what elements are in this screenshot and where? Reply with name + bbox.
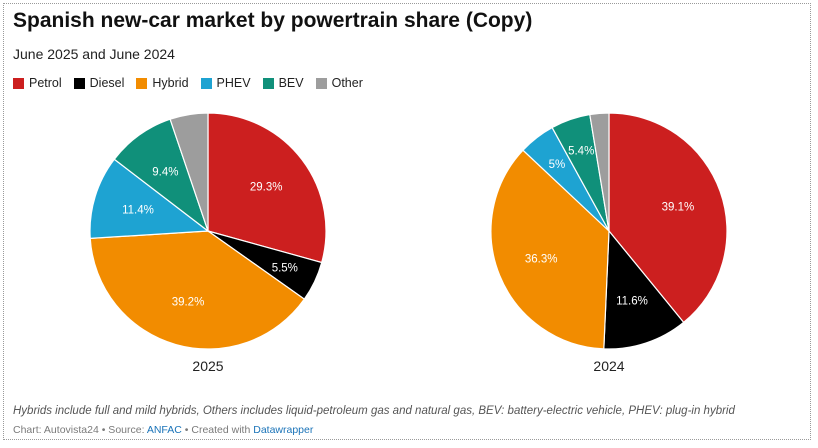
legend-swatch-other [315, 77, 327, 89]
chart-subtitle: June 2025 and June 2024 [13, 46, 175, 62]
credit-middle: • Created with [181, 424, 254, 436]
slice-label-2024-diesel: 11.6% [616, 295, 648, 307]
legend-label-diesel: Diesel [89, 76, 125, 90]
legend-label-petrol: Petrol [29, 76, 62, 90]
slice-label-2025-petrol: 29.3% [250, 182, 283, 194]
pie-title-2024: 2024 [593, 358, 624, 374]
legend-swatch-diesel [73, 77, 85, 89]
chart-title: Spanish new-car market by powertrain sha… [13, 9, 533, 32]
footnote: Hybrids include full and mild hybrids, O… [13, 405, 735, 417]
slice-2025-phev [89, 158, 210, 240]
slice-2025-other [169, 112, 209, 232]
slice-2024-diesel [603, 229, 685, 350]
legend-swatch-phev [200, 77, 212, 89]
slice-2025-petrol [207, 112, 327, 264]
pie-title-2025: 2025 [192, 358, 223, 374]
pie-2025: 29.3% 5.5% 39.2% 11.4% 9.4% [89, 112, 327, 350]
slice-2024-other [589, 112, 610, 232]
slice-label-2024-hybrid: 36.3% [525, 254, 558, 266]
legend-item-petrol: Petrol [13, 76, 62, 90]
legend-label-hybrid: Hybrid [152, 76, 189, 90]
credit-line: Chart: Autovista24 • Source: ANFAC • Cre… [13, 424, 313, 436]
legend-item-bev: BEV [262, 76, 304, 90]
chart-frame [3, 3, 811, 440]
slice-label-2025-hybrid: 39.2% [172, 296, 205, 308]
source-link[interactable]: ANFAC [146, 424, 182, 436]
slice-2024-hybrid [490, 149, 610, 350]
slice-label-2024-petrol: 39.1% [662, 201, 695, 213]
slice-label-2025-diesel: 5.5% [272, 262, 298, 274]
legend-item-diesel: Diesel [73, 76, 125, 90]
pie-charts: 29.3% 5.5% 39.2% 11.4% 9.4% 39.1% 11.6% 36.3% 5… [89, 112, 728, 374]
datawrapper-link[interactable]: Datawrapper [253, 424, 314, 436]
slice-label-2025-bev: 9.4% [152, 167, 178, 179]
legend-label-other: Other [331, 76, 363, 90]
legend-item-phev: PHEV [200, 76, 251, 90]
slice-2024-petrol [608, 112, 728, 324]
slice-label-2025-phev: 11.4% [122, 205, 154, 217]
legend: Petrol Diesel Hybrid PHEV BEV Other [13, 76, 375, 90]
legend-label-bev: BEV [278, 76, 304, 90]
slice-2025-hybrid [89, 230, 306, 350]
legend-swatch-petrol [13, 77, 24, 89]
slice-label-2024-phev: 5% [549, 159, 566, 171]
legend-swatch-bev [262, 77, 274, 89]
legend-swatch-hybrid [136, 77, 148, 89]
credit-prefix: Chart: Autovista24 • Source: [13, 424, 147, 436]
legend-label-phev: PHEV [216, 76, 251, 90]
legend-item-other: Other [315, 76, 363, 90]
slice-label-2024-bev: 5.4% [568, 146, 594, 158]
legend-item-hybrid: Hybrid [136, 76, 189, 90]
pie-2024: 39.1% 11.6% 36.3% 5%5.4% [490, 112, 728, 350]
